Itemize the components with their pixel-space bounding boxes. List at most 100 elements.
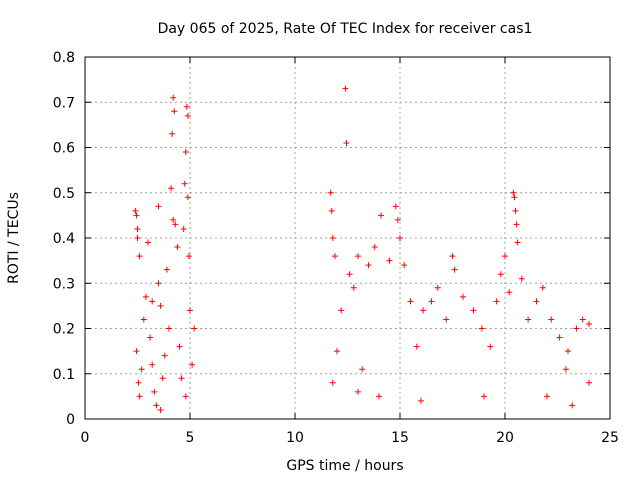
- data-point: [413, 343, 420, 350]
- data-point: [168, 185, 175, 192]
- data-point: [359, 366, 366, 373]
- data-point: [169, 130, 176, 137]
- data-point: [544, 393, 550, 400]
- y-tick-label: 0.6: [53, 141, 75, 157]
- data-point: [392, 203, 399, 210]
- axis-ticks: 0 5 10 15 20 25 0 0.1 0.2 0.3 0.4 0.5 0.6 0.7 0.8: [53, 50, 619, 446]
- data-point: [329, 235, 336, 241]
- x-tick-label: 10: [286, 430, 304, 446]
- data-point: [569, 402, 576, 409]
- data-point: [470, 307, 477, 314]
- data-point: [149, 361, 156, 368]
- y-tick-label: 0.8: [53, 50, 75, 66]
- data-point: [170, 94, 177, 101]
- y-axis-label: ROTI / TECUs: [6, 192, 22, 284]
- data-point: [132, 207, 139, 214]
- data-point: [378, 212, 385, 219]
- data-point: [525, 316, 532, 323]
- data-point: [539, 284, 546, 291]
- data-point: [189, 361, 196, 368]
- data-point: [451, 266, 458, 273]
- x-tick-label: 0: [81, 430, 90, 446]
- data-point: [512, 207, 519, 214]
- y-tick-label: 0.7: [53, 95, 75, 111]
- data-point: [191, 325, 198, 332]
- data-point: [365, 262, 372, 269]
- data-point: [178, 375, 185, 382]
- data-points: [132, 85, 592, 413]
- data-point: [155, 280, 162, 287]
- data-point: [502, 253, 508, 260]
- data-point: [514, 239, 521, 246]
- x-tick-label: 20: [496, 430, 514, 446]
- data-point: [181, 180, 188, 187]
- data-point: [327, 189, 334, 196]
- data-point: [176, 343, 183, 350]
- data-point: [182, 149, 189, 156]
- data-point: [481, 393, 487, 400]
- data-point: [573, 325, 580, 332]
- data-point: [586, 320, 592, 327]
- data-point: [460, 293, 466, 300]
- data-point: [331, 253, 338, 260]
- data-point: [562, 366, 569, 373]
- data-point: [401, 262, 408, 269]
- data-point: [355, 388, 361, 395]
- data-point: [166, 325, 172, 332]
- data-point: [182, 393, 189, 400]
- data-point: [185, 253, 192, 260]
- data-point: [355, 253, 361, 260]
- data-point: [163, 266, 170, 273]
- data-point: [329, 379, 336, 386]
- data-point: [138, 366, 145, 373]
- data-point: [136, 393, 143, 400]
- data-point: [350, 284, 357, 291]
- data-point: [493, 298, 500, 305]
- data-point: [338, 307, 345, 314]
- y-tick-label: 0.3: [53, 276, 75, 292]
- data-point: [510, 189, 517, 196]
- data-point: [394, 216, 401, 223]
- data-point: [518, 275, 525, 282]
- data-point: [153, 402, 160, 409]
- data-point: [171, 108, 178, 115]
- data-point: [407, 298, 414, 305]
- y-tick-label: 0: [66, 412, 75, 428]
- data-point: [155, 203, 162, 210]
- chart-title: Day 065 of 2025, Rate Of TEC Index for r…: [158, 21, 533, 37]
- data-point: [449, 253, 456, 260]
- data-point: [334, 348, 340, 355]
- data-point: [147, 334, 154, 341]
- data-point: [346, 271, 353, 278]
- data-point: [174, 244, 181, 251]
- data-point: [434, 284, 441, 291]
- data-point: [133, 348, 140, 355]
- data-point: [511, 194, 518, 201]
- data-point: [371, 244, 378, 251]
- data-point: [159, 375, 166, 382]
- data-point: [506, 289, 513, 296]
- data-point: [134, 225, 141, 232]
- data-point: [134, 235, 141, 241]
- data-point: [151, 388, 158, 395]
- grid-lines: [85, 57, 610, 419]
- data-point: [548, 316, 555, 323]
- data-point: [140, 316, 147, 323]
- data-point: [133, 212, 140, 219]
- y-tick-label: 0.1: [53, 367, 75, 383]
- data-point: [376, 393, 382, 400]
- data-point: [161, 352, 168, 359]
- data-point: [157, 302, 164, 309]
- x-tick-label: 15: [391, 430, 409, 446]
- data-point: [142, 293, 149, 300]
- data-point: [513, 221, 520, 228]
- data-point: [136, 253, 143, 260]
- x-axis-label: GPS time / hours: [286, 458, 403, 474]
- x-tick-label: 5: [186, 430, 195, 446]
- y-tick-label: 0.4: [53, 231, 75, 247]
- data-point: [533, 298, 540, 305]
- data-point: [149, 298, 156, 305]
- y-tick-label: 0.5: [53, 186, 75, 202]
- data-point: [428, 298, 435, 305]
- data-point: [180, 225, 187, 232]
